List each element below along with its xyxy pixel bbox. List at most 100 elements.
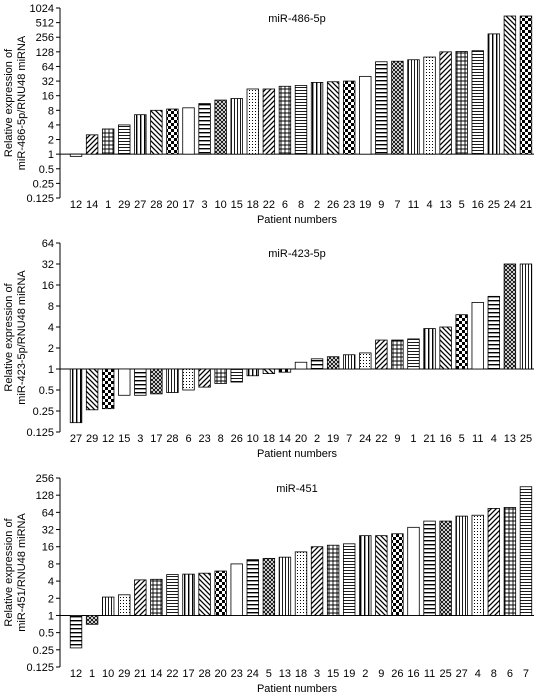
x-tick-label: 8 (218, 433, 224, 445)
y-axis-label: miR-423-5p/RNU48 miRNA (16, 270, 28, 405)
x-tick-label: 13 (504, 433, 516, 445)
x-tick-label: 29 (118, 199, 130, 211)
y-tick-label: 8 (48, 559, 54, 571)
x-tick-label: 20 (295, 433, 307, 445)
x-tick-label: 6 (282, 199, 288, 211)
y-tick-label: 4 (48, 322, 54, 334)
bar-patient-3 (198, 103, 211, 155)
bar-patient-27 (69, 368, 83, 424)
x-tick-label: 22 (263, 199, 275, 211)
y-tick-label: 0.5 (39, 628, 54, 640)
x-tick-label: 10 (102, 668, 114, 680)
x-tick-label: 16 (472, 199, 484, 211)
y-tick-label: 256 (36, 473, 54, 485)
bar-patient-6 (182, 368, 195, 391)
bar-patient-17 (150, 368, 163, 395)
bar-patient-17 (182, 107, 195, 155)
x-tick-label: 1 (105, 199, 111, 211)
x-tick-label: 11 (408, 199, 419, 211)
bar-patient-12 (101, 368, 115, 410)
x-tick-label: 20 (166, 199, 178, 211)
x-tick-label: 24 (359, 433, 371, 445)
y-tick-label: 0.5 (39, 385, 54, 397)
bar-patient-7 (391, 60, 404, 155)
x-tick-label: 18 (263, 433, 275, 445)
x-tick-label: 14 (86, 199, 98, 211)
bar-patient-22 (262, 88, 276, 155)
bar-patient-14 (85, 134, 99, 155)
bar-patient-24 (503, 15, 517, 155)
x-tick-label: 25 (439, 668, 451, 680)
bar-patient-15 (326, 544, 340, 616)
bar-patient-17 (182, 573, 195, 616)
bar-patient-25 (439, 520, 452, 616)
bar-patient-11 (423, 520, 436, 616)
bar-patient-2 (310, 82, 324, 155)
bar-patient-4 (423, 56, 436, 155)
bar-patient-14 (278, 368, 292, 373)
x-tick-label: 17 (182, 199, 194, 211)
x-tick-label: 16 (439, 433, 451, 445)
bar-patient-28 (166, 368, 179, 393)
x-tick-label: 9 (378, 668, 384, 680)
x-tick-label: 10 (215, 199, 227, 211)
bar-patient-8 (214, 368, 227, 384)
x-tick-label: 3 (314, 668, 320, 680)
y-tick-label: 16 (42, 91, 54, 103)
bar-patient-21 (134, 579, 147, 616)
y-tick-label: 32 (42, 525, 54, 537)
bar-patient-27 (455, 515, 468, 616)
bar-patient-14 (150, 578, 163, 616)
x-tick-label: 27 (70, 433, 82, 445)
bar-patient-22 (166, 574, 179, 616)
x-tick-label: 21 (520, 199, 532, 211)
x-tick-label: 28 (198, 668, 210, 680)
chart-panel-1: 102451225612864321684210.50.250.125miR-4… (3, 3, 534, 226)
y-tick-label: 1 (48, 610, 54, 622)
x-tick-label: 12 (70, 199, 82, 211)
y-tick-label: 8 (48, 105, 54, 117)
x-tick-label: 1 (89, 668, 95, 680)
y-tick-label: 64 (42, 238, 54, 250)
bar-patient-13 (503, 263, 517, 370)
bar-patient-20 (294, 361, 308, 370)
x-tick-label: 28 (166, 433, 178, 445)
x-tick-label: 5 (459, 433, 465, 445)
x-tick-label: 17 (150, 433, 162, 445)
x-tick-label: 13 (279, 668, 291, 680)
bar-patient-15 (230, 98, 243, 155)
bar-patient-1 (101, 128, 115, 155)
y-tick-label: 0.25 (33, 645, 54, 657)
bar-patient-21 (423, 328, 436, 370)
y-axis-label: Relative expression of (3, 517, 15, 626)
bar-patient-1 (85, 615, 99, 625)
y-tick-label: 16 (42, 542, 54, 554)
x-tick-label: 2 (362, 668, 368, 680)
bar-patient-9 (391, 339, 404, 370)
bar-patient-11 (407, 59, 420, 155)
bar-patient-12 (69, 153, 83, 157)
x-tick-label: 19 (343, 668, 355, 680)
x-tick-label: 20 (215, 668, 227, 680)
y-tick-label: 1 (48, 364, 54, 376)
bar-patient-4 (487, 295, 501, 370)
x-tick-label: 5 (459, 199, 465, 211)
chart-panel-2: 64321684210.50.250.125miR-423-5pRelative… (3, 238, 534, 460)
bar-patient-16 (407, 526, 420, 616)
y-tick-label: 0.125 (26, 662, 54, 674)
bar-patient-8 (294, 85, 308, 155)
x-tick-label: 17 (182, 668, 194, 680)
x-tick-label: 27 (456, 668, 468, 680)
bar-patient-24 (246, 559, 259, 616)
y-tick-label: 32 (42, 76, 54, 88)
y-axis-label: Relative expression of (3, 48, 15, 157)
bar-patient-29 (118, 594, 131, 616)
y-tick-label: 16 (42, 280, 54, 292)
x-tick-label: 15 (327, 668, 339, 680)
y-tick-label: 0.5 (39, 164, 54, 176)
y-tick-label: 128 (36, 47, 54, 59)
bar-patient-10 (101, 596, 115, 616)
bar-patient-26 (391, 533, 404, 616)
bar-patient-19 (359, 75, 372, 155)
